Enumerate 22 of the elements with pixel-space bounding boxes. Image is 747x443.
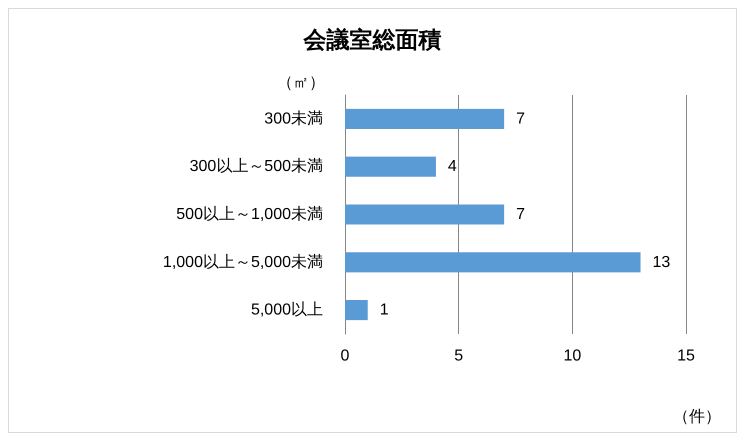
data-label: 13 xyxy=(652,254,670,271)
data-label: 7 xyxy=(516,206,526,223)
bar xyxy=(345,300,368,320)
chart-title: 会議室総面積 xyxy=(302,26,442,52)
y-tick-label: 300以上～500未満 xyxy=(190,157,323,176)
y-tick-label: 5,000以上 xyxy=(250,300,323,319)
y-tick-label: 500以上～1,000未満 xyxy=(176,205,323,223)
bar xyxy=(345,204,504,225)
data-label: 1 xyxy=(380,302,389,319)
data-label: 4 xyxy=(448,158,457,176)
x-axis-title: （件） xyxy=(673,408,721,426)
bar xyxy=(345,156,436,177)
data-label: 7 xyxy=(516,110,526,128)
bar xyxy=(345,108,504,129)
bar xyxy=(345,252,641,272)
x-tick-label: 0 xyxy=(340,348,350,364)
x-tick-label: 15 xyxy=(677,348,695,364)
y-tick-label: 300未満 xyxy=(264,109,323,128)
y-tick-label: 1,000以上～5,000未満 xyxy=(162,252,323,271)
x-tick-label: 5 xyxy=(454,348,464,364)
y-axis-title: （㎡） xyxy=(277,74,325,92)
x-tick-label: 10 xyxy=(563,348,582,364)
